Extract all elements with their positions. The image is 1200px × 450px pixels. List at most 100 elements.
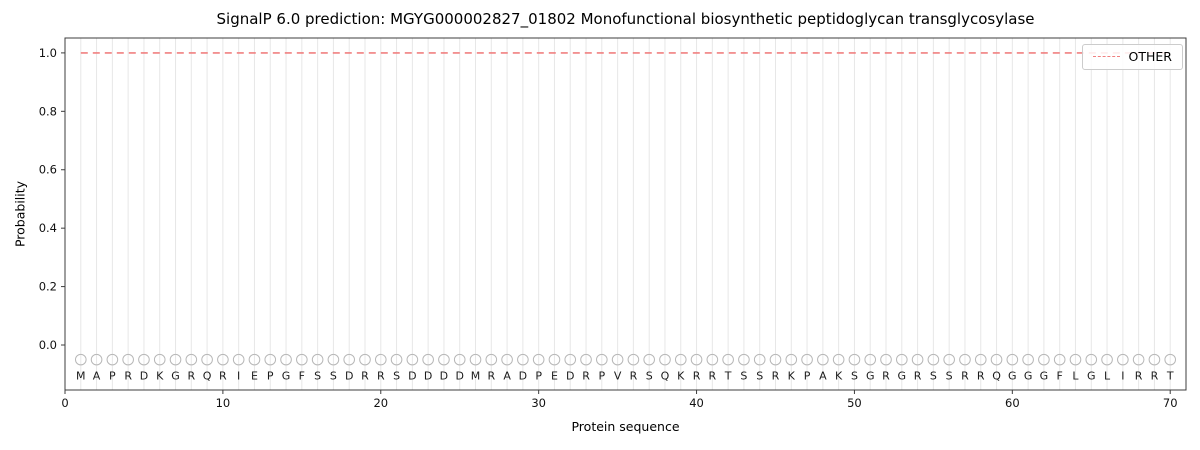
residue-letter: F xyxy=(299,370,305,383)
residue-letter: G xyxy=(171,370,180,383)
residue-marker xyxy=(327,353,340,366)
residue-marker xyxy=(422,353,434,366)
residue-letter: G xyxy=(866,370,875,383)
x-tick-label: 50 xyxy=(847,396,862,410)
residue-letter: S xyxy=(756,370,763,383)
residue-marker xyxy=(517,353,529,366)
residue-letter: R xyxy=(709,370,717,383)
residue-marker xyxy=(1148,353,1161,366)
residue-marker xyxy=(1006,353,1019,366)
residue-letter: D xyxy=(140,370,148,383)
residue-marker xyxy=(990,353,1003,366)
residue-letter: A xyxy=(503,370,511,383)
residue-letter: G xyxy=(898,370,907,383)
axes-spines xyxy=(64,37,1187,391)
residue-marker xyxy=(674,353,687,366)
residue-letter: E xyxy=(551,370,558,383)
residue-marker xyxy=(943,353,955,366)
residue-marker xyxy=(959,353,971,366)
residue-marker xyxy=(106,353,119,366)
residue-letter: D xyxy=(455,370,463,383)
residue-letter: P xyxy=(804,370,811,383)
residue-letter: R xyxy=(1151,370,1159,383)
residue-marker xyxy=(1038,353,1050,366)
x-tick-label: 70 xyxy=(1163,396,1178,410)
legend-dashed-line-sample xyxy=(1092,56,1120,57)
residue-marker xyxy=(896,353,908,366)
y-tick-label: 1.0 xyxy=(39,46,57,60)
residue-letter: R xyxy=(914,370,922,383)
residue-letter: T xyxy=(1166,370,1174,383)
residue-letter: S xyxy=(393,370,400,383)
x-tick-label: 40 xyxy=(689,396,704,410)
residue-marker xyxy=(185,353,198,366)
residue-marker xyxy=(90,353,103,366)
residue-marker xyxy=(122,353,134,366)
y-tick-label: 0.0 xyxy=(39,338,57,352)
residue-marker xyxy=(343,353,355,366)
residue-marker xyxy=(138,353,150,366)
residue-marker xyxy=(1069,353,1082,366)
residue-letter: F xyxy=(1057,370,1063,383)
residue-marker xyxy=(832,353,845,366)
residue-marker xyxy=(1164,353,1177,366)
x-tick-label: 0 xyxy=(61,396,68,410)
residue-marker xyxy=(232,353,245,366)
residue-letter: K xyxy=(788,370,796,383)
residue-letter: I xyxy=(1121,370,1124,383)
residue-marker xyxy=(201,353,213,366)
residue-letter: E xyxy=(251,370,258,383)
residue-letter: A xyxy=(93,370,101,383)
residue-marker xyxy=(438,353,450,366)
residue-marker xyxy=(659,353,671,366)
residue-marker xyxy=(406,353,419,366)
residue-marker xyxy=(643,353,655,366)
residue-marker xyxy=(485,353,498,366)
residue-marker xyxy=(469,353,482,366)
residue-letter: A xyxy=(819,370,827,383)
residue-letter: P xyxy=(267,370,274,383)
y-tick-label: 0.8 xyxy=(39,104,57,118)
residue-letter: D xyxy=(345,370,353,383)
residue-marker xyxy=(817,353,829,366)
residue-marker xyxy=(280,353,292,366)
residue-letter: L xyxy=(1072,370,1079,383)
residue-letter: M xyxy=(76,370,86,383)
residue-letter: S xyxy=(330,370,337,383)
residue-marker xyxy=(501,353,513,366)
residue-letter: R xyxy=(1135,370,1143,383)
residue-marker xyxy=(722,353,734,366)
residue-letter: R xyxy=(772,370,780,383)
residue-letter: D xyxy=(440,370,448,383)
residue-marker xyxy=(911,353,924,366)
y-tick-label: 0.2 xyxy=(39,280,57,294)
residue-letter: R xyxy=(187,370,195,383)
chart-title: SignalP 6.0 prediction: MGYG000002827_01… xyxy=(216,10,1035,28)
residue-letter: R xyxy=(361,370,369,383)
residue-letter: Q xyxy=(661,370,670,383)
legend: OTHER xyxy=(1081,44,1183,70)
residue-marker xyxy=(296,353,308,366)
y-axis-label: Probability xyxy=(12,180,28,248)
residue-marker xyxy=(169,353,182,366)
residue-letter: K xyxy=(156,370,164,383)
residue-marker xyxy=(706,353,719,366)
residue-letter: S xyxy=(646,370,653,383)
residue-letter: R xyxy=(487,370,495,383)
residue-letter: P xyxy=(109,370,116,383)
residue-letter: G xyxy=(282,370,291,383)
residue-letter: R xyxy=(630,370,638,383)
residue-marker xyxy=(596,353,608,366)
y-tick-label: 0.6 xyxy=(39,163,57,177)
residue-marker xyxy=(880,353,892,366)
residue-letter: R xyxy=(882,370,890,383)
residue-marker xyxy=(611,353,624,366)
legend-label: OTHER xyxy=(1128,49,1172,64)
residue-letter: R xyxy=(977,370,985,383)
residue-letter: Q xyxy=(203,370,212,383)
residue-letter: G xyxy=(1040,370,1049,383)
residue-letter: D xyxy=(566,370,574,383)
residue-marker xyxy=(1117,353,1129,366)
